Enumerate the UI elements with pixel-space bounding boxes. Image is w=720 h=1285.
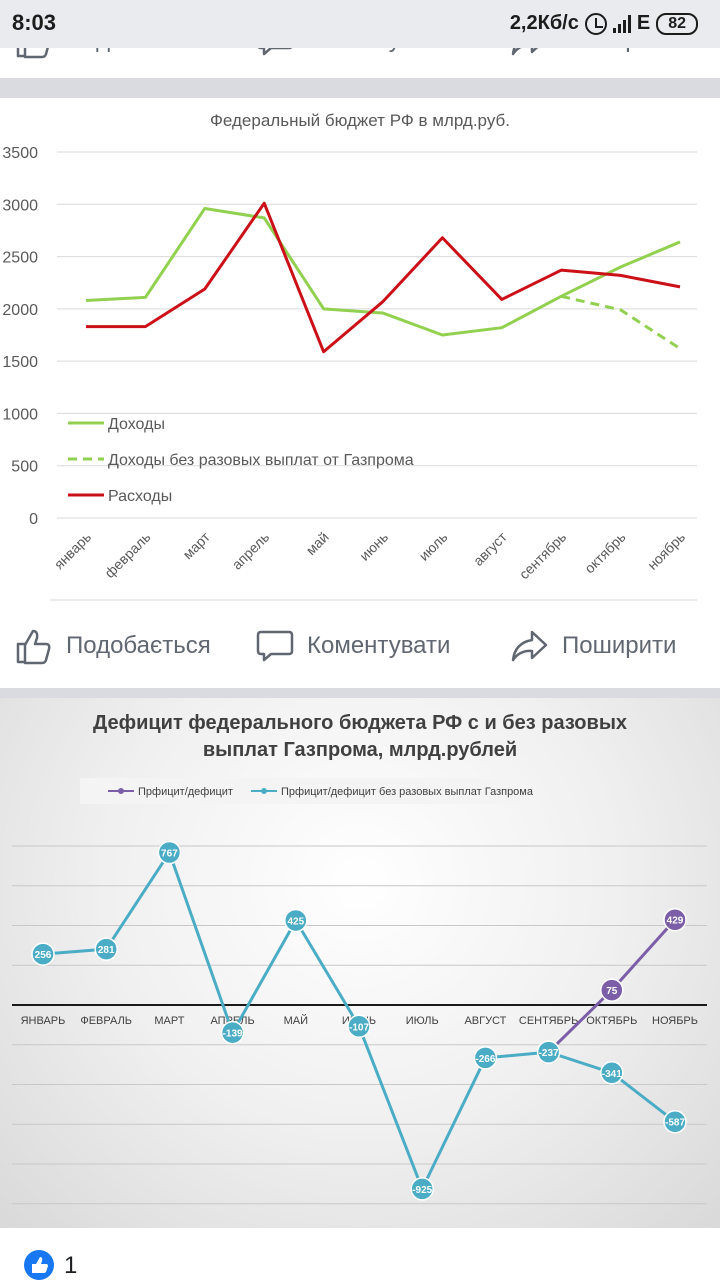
- budget-chart-image[interactable]: Федеральный бюджет РФ в млрд.руб. 0 500 10…: [0, 98, 720, 601]
- comment-icon: [256, 30, 294, 56]
- post-action-row: Подобається Коментувати Поширити: [0, 616, 720, 676]
- chart2-x-tick-label: ИЮЛЬ: [406, 1015, 439, 1027]
- chart2-x-tick-label: ОКТЯБРЬ: [586, 1015, 637, 1027]
- deficit-chart-image[interactable]: Дефицит федерального бюджета РФ с и без …: [0, 698, 720, 1228]
- chart2-x-tick-label: ЯНВАРЬ: [21, 1015, 66, 1027]
- chart1-x-tick-label: апрель: [229, 529, 273, 573]
- chart2-x-tick-label: ФЕВРАЛЬ: [80, 1015, 132, 1027]
- alarm-icon: [584, 12, 607, 35]
- chart2-data-point: [536, 1040, 561, 1064]
- chart2-data-point: [94, 937, 118, 961]
- post-separator-2: [0, 688, 720, 698]
- chart1-y-tick-label: 2500: [2, 250, 38, 267]
- chart2-data-label: 75: [606, 986, 618, 997]
- chart1-legend-label: Расходы: [108, 488, 172, 505]
- comment-label: Коментувати: [307, 632, 451, 659]
- chart2-data-label: -925: [412, 1185, 432, 1196]
- chart2-data-point: [410, 1177, 434, 1201]
- chart2-data-label: 767: [161, 849, 178, 860]
- chart2-legend-marker: [118, 788, 124, 794]
- chart2-data-point: [663, 907, 687, 932]
- chart1-x-tick-label: июнь: [356, 529, 391, 564]
- chart2-data-point: [600, 1061, 624, 1085]
- chart2-data-point: [31, 942, 55, 966]
- chart2-x-tick-label: МАЙ: [284, 1014, 308, 1027]
- chart2-x-tick-label: АВГУСТ: [464, 1015, 506, 1027]
- chart2-legend-box: [80, 778, 530, 804]
- chart1-y-tick-label: 500: [11, 459, 38, 476]
- chart1-y-tick-label: 0: [29, 511, 38, 528]
- chart1-series-line: [86, 201, 681, 354]
- chart2-legend-label: Прфицит/дефицит без разовых выплат Газпр…: [281, 786, 534, 798]
- thumbs-up-icon: [16, 629, 51, 665]
- chart2-data-label: -341: [602, 1069, 622, 1080]
- chart2-data-point: [284, 908, 308, 933]
- chart2-data-point: [220, 1020, 245, 1045]
- chart1-series-line: [560, 294, 681, 350]
- signal-icon: [612, 14, 631, 33]
- chart1-y-tick-label: 3000: [2, 197, 38, 214]
- chart2-data-label: 425: [287, 917, 304, 928]
- share-label: Поширити: [562, 632, 677, 659]
- reaction-count: 1: [64, 1252, 78, 1279]
- chart1-x-tick-label: июль: [416, 529, 451, 564]
- chart2-legend-label: Прфицит/дефицит: [138, 786, 233, 798]
- chart1-x-tick-label: май: [303, 529, 332, 558]
- like-reaction-icon: [24, 1250, 54, 1280]
- chart2-legend-marker: [261, 788, 267, 794]
- chart2-x-tick-label: НОЯБРЬ: [652, 1015, 698, 1027]
- chart2-data-label: -107: [349, 1022, 369, 1033]
- chart1-title: Федеральный бюджет РФ в млрд.руб.: [210, 111, 510, 130]
- chart1-legend-label: Доходы: [108, 416, 165, 433]
- comment-button[interactable]: Коментувати: [255, 626, 450, 666]
- chart1-y-tick-label: 3500: [2, 145, 38, 162]
- chart1-x-tick-label: март: [179, 528, 213, 562]
- chart1-x-tick-label: сентябрь: [516, 529, 569, 582]
- post-separator: [0, 78, 720, 98]
- chart2-data-point: [473, 1046, 498, 1070]
- chart2-data-point: [663, 1109, 687, 1134]
- status-time: 8:03: [12, 10, 57, 35]
- comment-icon: [256, 630, 294, 662]
- chart2-data-label: -237: [539, 1048, 559, 1059]
- chart1-x-tick-label: январь: [51, 529, 94, 572]
- chart1-y-tick-label: 2000: [2, 302, 38, 319]
- chart1-x-tick-label: ноябрь: [644, 529, 688, 573]
- budget-line-chart: Федеральный бюджет РФ в млрд.руб. 0 500 10…: [2, 111, 697, 601]
- network-speed: 2,2Кб/с: [509, 12, 579, 34]
- chart2-data-label: -139: [223, 1029, 243, 1040]
- like-button[interactable]: Подобається: [14, 626, 211, 666]
- chart1-legend-label: Доходы без разовых выплат от Газпрома: [108, 452, 414, 469]
- chart2-title-line-1: Дефицит федерального бюджета РФ с и без …: [93, 712, 627, 734]
- share-button[interactable]: Поширити: [510, 626, 676, 666]
- chart2-data-label: -587: [665, 1118, 685, 1129]
- share-icon: [511, 630, 548, 662]
- chart2-data-label: -266: [475, 1054, 495, 1065]
- status-bar: 8:03 2,2Кб/с E 82: [0, 0, 720, 48]
- chart1-series-line: [85, 206, 681, 337]
- chart1-x-tick-label: август: [470, 528, 510, 568]
- chart1-x-tick-label: октябрь: [581, 529, 628, 576]
- chart2-x-tick-label: МАРТ: [154, 1015, 184, 1027]
- chart1-y-tick-label: 1500: [2, 354, 38, 371]
- chart2-data-label: 429: [667, 916, 684, 927]
- network-type: E: [636, 12, 651, 34]
- like-label: Подобається: [66, 632, 211, 659]
- chart1-y-tick-label: 1000: [2, 406, 38, 423]
- chart2-data-label: 281: [98, 945, 115, 956]
- battery-icon: 82: [656, 12, 698, 35]
- chart1-x-tick-label: февраль: [101, 529, 153, 581]
- chart2-data-label: 256: [35, 950, 52, 961]
- chart2-data-point: [347, 1014, 371, 1039]
- reactions-bar[interactable]: 1: [0, 1230, 720, 1280]
- status-indicators: 2,2Кб/с E 82: [510, 12, 698, 35]
- chart2-data-point: [157, 840, 182, 865]
- chart2-x-tick-label: СЕНТЯБРЬ: [519, 1015, 578, 1027]
- chart2-data-point: [600, 978, 624, 1002]
- chart2-title-line-2: выплат Газпрома, млрд.рублей: [203, 739, 517, 761]
- deficit-line-chart: Дефицит федерального бюджета РФ с и без …: [12, 712, 707, 1205]
